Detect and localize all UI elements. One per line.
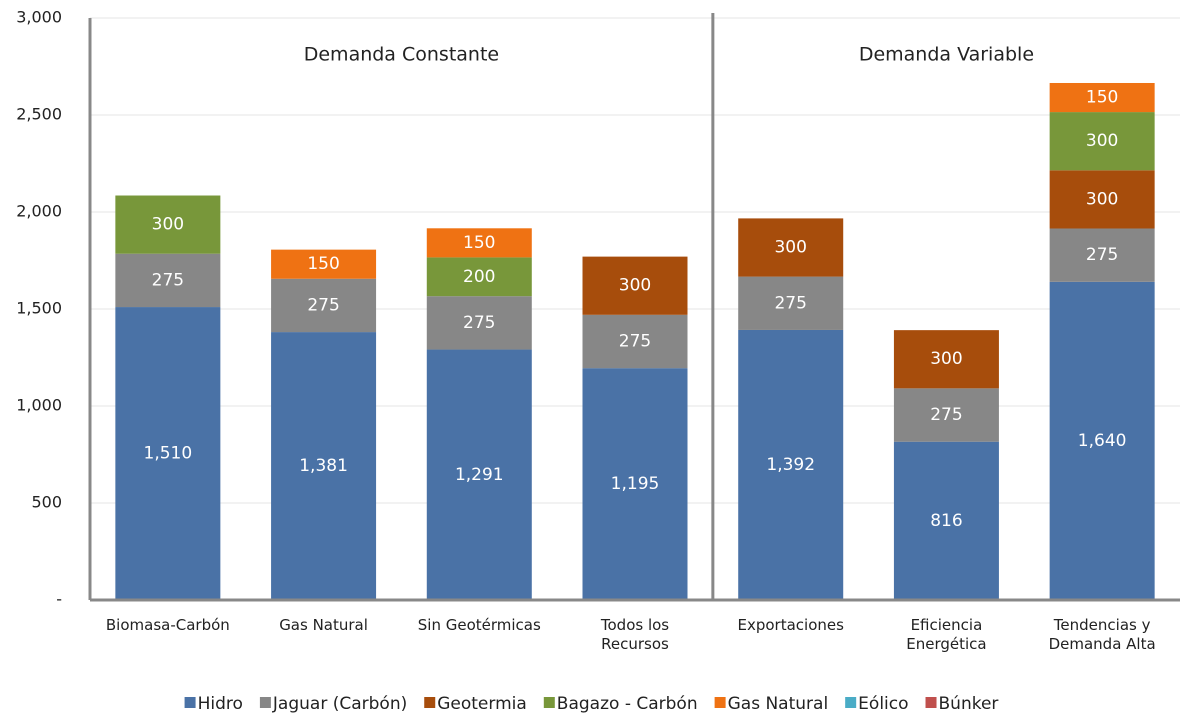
legend-swatch xyxy=(259,697,271,708)
data-label: 300 xyxy=(774,238,806,258)
legend-label: Bagazo - Carbón xyxy=(557,694,698,714)
bar-segment xyxy=(271,249,377,279)
x-tick-label: Gas Natural xyxy=(279,616,368,634)
data-label: 300 xyxy=(1086,131,1118,151)
data-label: 275 xyxy=(1086,245,1118,265)
bar-segment xyxy=(115,195,221,254)
y-tick-label: 500 xyxy=(31,493,62,512)
bar-segment xyxy=(1049,112,1155,171)
data-label: 275 xyxy=(152,270,184,290)
bar-segment xyxy=(426,296,532,350)
data-label: 1,640 xyxy=(1078,431,1127,451)
legend-label: Eólico xyxy=(858,694,908,714)
data-label: 300 xyxy=(930,349,962,369)
data-label: 1,195 xyxy=(611,474,660,494)
bar-segment xyxy=(738,218,844,277)
legend-swatch xyxy=(925,697,937,708)
data-label: 1,392 xyxy=(766,455,815,475)
legend-swatch xyxy=(184,697,196,708)
legend-swatch xyxy=(543,697,555,708)
bar-segment xyxy=(1049,281,1155,600)
legend-swatch xyxy=(424,697,436,708)
data-label: 150 xyxy=(1086,88,1118,108)
data-label: 150 xyxy=(307,254,339,274)
data-label: 275 xyxy=(307,295,339,315)
legend-label: Gas Natural xyxy=(728,694,829,714)
bar-segment xyxy=(426,257,532,297)
data-label: 816 xyxy=(930,511,962,531)
bar-segment xyxy=(115,307,221,600)
legend-swatch xyxy=(845,697,857,708)
x-tick-label: Todos los Recursos xyxy=(600,616,670,653)
bar-segment xyxy=(738,276,844,330)
x-tick-label: Tendencias y Demanda Alta xyxy=(1048,616,1156,653)
bar-segment xyxy=(271,278,377,333)
y-tick-label: 2,500 xyxy=(16,105,62,124)
x-tick-label: Exportaciones xyxy=(737,616,844,634)
y-tick-label: 1,000 xyxy=(16,396,62,415)
bar-segment xyxy=(893,388,999,442)
bar-segment xyxy=(582,368,688,600)
x-tick-label: Sin Geotérmicas xyxy=(417,616,541,634)
bar-segment xyxy=(582,314,688,369)
annotation: Demanda Constante xyxy=(304,44,499,66)
data-label: 275 xyxy=(619,331,651,351)
data-label: 300 xyxy=(152,215,184,235)
data-label: 1,510 xyxy=(144,444,193,464)
legend-label: Geotermia xyxy=(437,694,527,714)
bar-segment xyxy=(426,349,532,600)
bar-segment xyxy=(738,329,844,600)
legend-label: Búnker xyxy=(939,694,999,714)
annotation: Demanda Variable xyxy=(859,44,1034,66)
y-tick-label: 3,000 xyxy=(16,8,62,27)
data-label: 300 xyxy=(619,276,651,296)
bar-segment xyxy=(1049,228,1155,282)
bar-segment xyxy=(893,441,999,600)
y-tick-label: 1,500 xyxy=(16,299,62,318)
data-label: 300 xyxy=(1086,189,1118,209)
bar-segment xyxy=(582,256,688,315)
legend-label: Jaguar (Carbón) xyxy=(272,694,407,714)
data-label: 275 xyxy=(774,293,806,313)
bar-segment xyxy=(115,253,221,308)
data-label: 1,291 xyxy=(455,465,504,485)
y-tick-label: - xyxy=(56,590,62,609)
data-label: 1,381 xyxy=(299,456,348,476)
data-label: 200 xyxy=(463,267,495,287)
data-label: 150 xyxy=(463,233,495,253)
legend-label: Hidro xyxy=(198,694,243,714)
bar-segment xyxy=(1049,82,1155,113)
bar-segment xyxy=(426,228,532,258)
data-label: 275 xyxy=(463,313,495,333)
data-label: 275 xyxy=(930,405,962,425)
y-tick-label: 2,000 xyxy=(16,202,62,221)
x-tick-label: Eficiencia Energética xyxy=(906,616,987,653)
bar-segment xyxy=(271,332,377,600)
x-tick-label: Biomasa-Carbón xyxy=(105,616,230,634)
legend-swatch xyxy=(714,697,726,708)
bar-segment xyxy=(893,330,999,389)
bar-segment xyxy=(1049,170,1155,229)
